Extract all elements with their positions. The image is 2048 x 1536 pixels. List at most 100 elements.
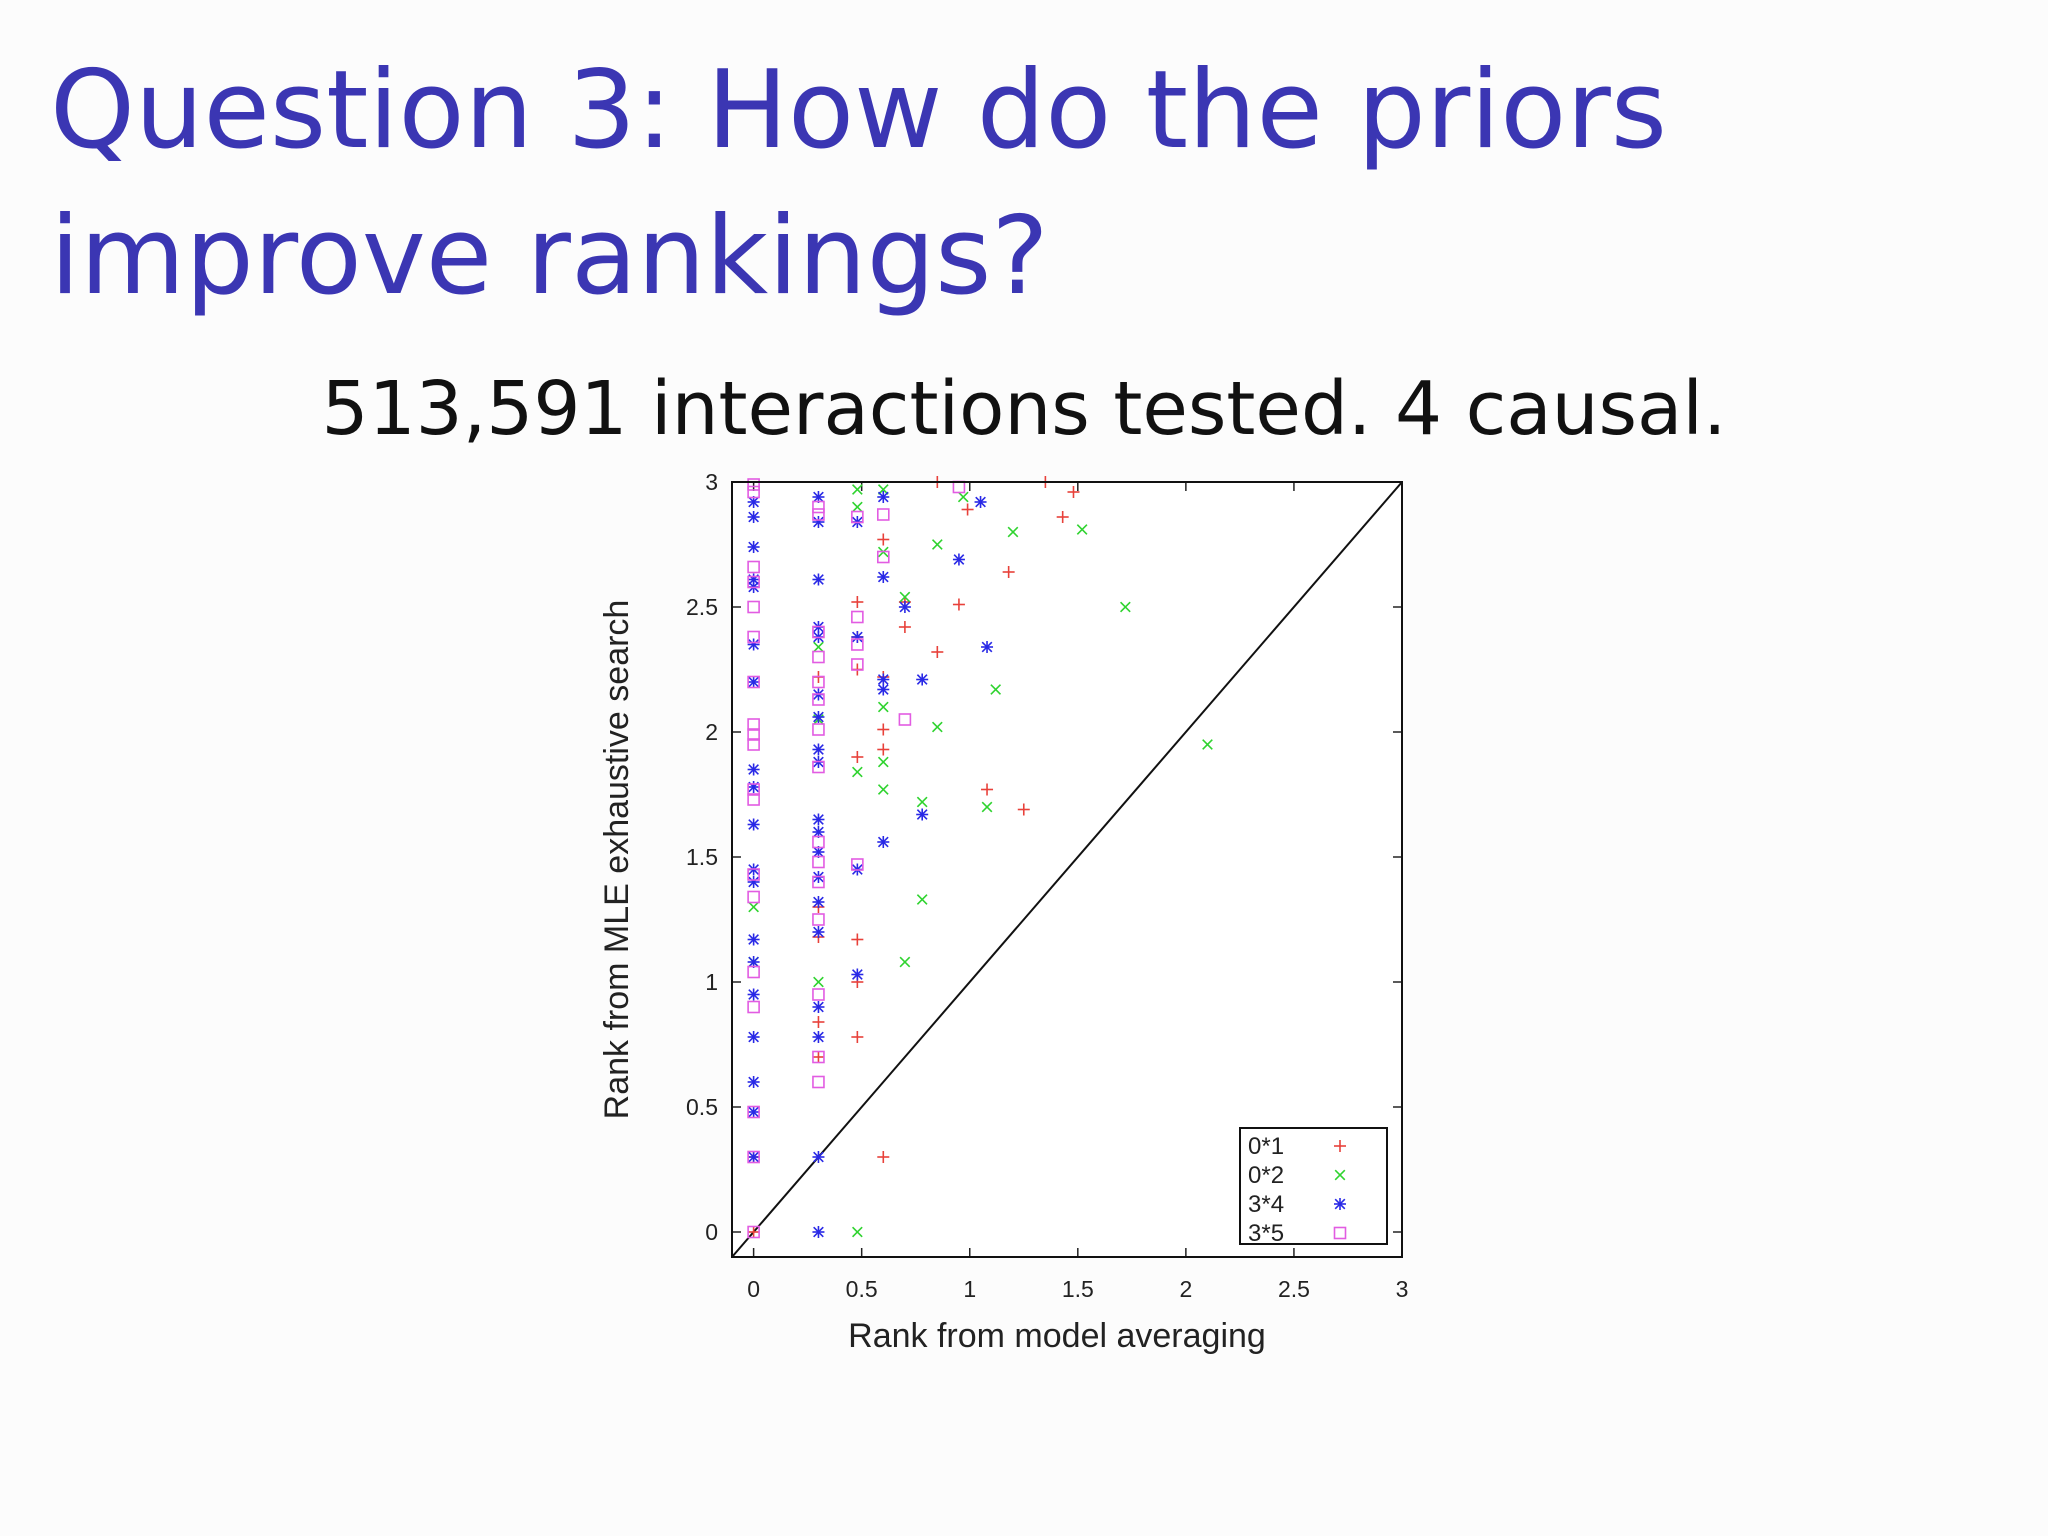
data-point (812, 711, 825, 723)
data-point (812, 1001, 825, 1013)
data-point (898, 621, 911, 633)
data-point (877, 533, 890, 546)
data-point (812, 1226, 825, 1238)
data-point (812, 760, 825, 774)
data-point (931, 539, 943, 550)
series-0*2 (748, 484, 1213, 1238)
data-point (877, 756, 889, 768)
data-point (812, 723, 825, 736)
data-point (747, 1225, 760, 1239)
data-point (812, 855, 825, 869)
data-point (931, 721, 943, 733)
data-point (876, 550, 890, 564)
tick-group: 0 0.5 1 1.5 2 2.5 3 0 0.5 1 1.5 2 2.5 3 (686, 469, 1408, 1302)
data-point (747, 876, 760, 888)
data-point (747, 1105, 760, 1119)
data-point (974, 496, 987, 508)
data-point (747, 868, 760, 881)
x-tick-label: 1.5 (1062, 1276, 1094, 1302)
data-point (851, 510, 864, 524)
data-point (851, 484, 863, 495)
data-point (812, 675, 825, 689)
data-point (876, 508, 890, 521)
data-point (981, 783, 994, 796)
data-point (1007, 526, 1019, 538)
data-point (747, 485, 760, 499)
data-point (851, 610, 864, 624)
data-point (812, 625, 825, 639)
data-point (851, 968, 864, 981)
data-point (747, 890, 760, 904)
data-point (981, 641, 994, 653)
data-point (851, 766, 863, 778)
data-point (747, 511, 760, 523)
data-point (747, 1151, 760, 1163)
data-point (851, 751, 864, 763)
data-point (747, 478, 760, 491)
data-point (813, 976, 824, 988)
data-point (877, 1151, 890, 1163)
legend-box (1239, 1127, 1388, 1245)
data-point (747, 541, 760, 553)
data-point (747, 630, 760, 644)
data-point (748, 901, 759, 913)
data-point (747, 675, 760, 689)
y-tick-label: 0.5 (686, 1094, 718, 1120)
data-point (812, 926, 825, 938)
data-point (747, 573, 760, 586)
x-tick-label: 3 (1396, 1276, 1409, 1302)
data-point (1056, 511, 1069, 523)
data-point (747, 1076, 760, 1088)
data-point (851, 596, 864, 608)
data-point (916, 808, 929, 821)
data-point (747, 818, 760, 831)
data-point (747, 676, 760, 688)
scatter-chart: 0 0.5 1 1.5 2 2.5 3 0 0.5 1 1.5 2 2.5 3 0*10*23*43*5 Ra… (598, 469, 1408, 1355)
x-tick-label: 0.5 (846, 1276, 878, 1302)
data-point (1076, 524, 1088, 535)
x-tick-label: 2 (1179, 1276, 1192, 1302)
data-point (813, 641, 824, 653)
data-point (812, 500, 825, 514)
data-point (812, 1050, 825, 1064)
data-point (812, 835, 825, 849)
legend-label: 3*5 (1248, 1220, 1284, 1247)
legend-label: 0*2 (1248, 1162, 1284, 1189)
y-tick-label: 2 (705, 719, 718, 745)
data-point (747, 763, 760, 776)
data-point (747, 1226, 760, 1238)
diagonal-line (731, 481, 1403, 1258)
data-point (812, 573, 825, 586)
data-point (747, 575, 760, 589)
legend: 0*10*23*43*5 (1239, 1127, 1388, 1247)
data-point (877, 673, 890, 686)
data-point (877, 571, 890, 583)
data-point (851, 1031, 864, 1043)
data-point (957, 491, 969, 503)
x-tick-label: 1 (963, 1276, 976, 1302)
data-point (747, 1000, 760, 1014)
data-point (851, 501, 863, 513)
data-point (747, 1150, 760, 1164)
data-point (877, 701, 889, 713)
data-point (747, 988, 760, 1001)
data-point (851, 933, 864, 946)
data-point (898, 713, 912, 726)
data-point (812, 826, 825, 838)
data-point (812, 743, 825, 756)
data-point (851, 1226, 863, 1238)
legend-marker (1334, 1140, 1346, 1152)
data-point (877, 723, 890, 736)
data-point (898, 601, 911, 613)
slide-subtitle: 513,591 interactions tested. 4 causal. (321, 366, 1727, 452)
data-point (747, 638, 760, 651)
data-point (916, 796, 928, 808)
data-point (851, 858, 864, 871)
data-point (1017, 803, 1030, 816)
data-point (747, 793, 760, 806)
data-point (747, 781, 760, 793)
data-point (877, 491, 890, 503)
y-tick-label: 1.5 (686, 844, 718, 870)
legend-label: 0*1 (1248, 1133, 1284, 1160)
data-point (747, 965, 760, 979)
